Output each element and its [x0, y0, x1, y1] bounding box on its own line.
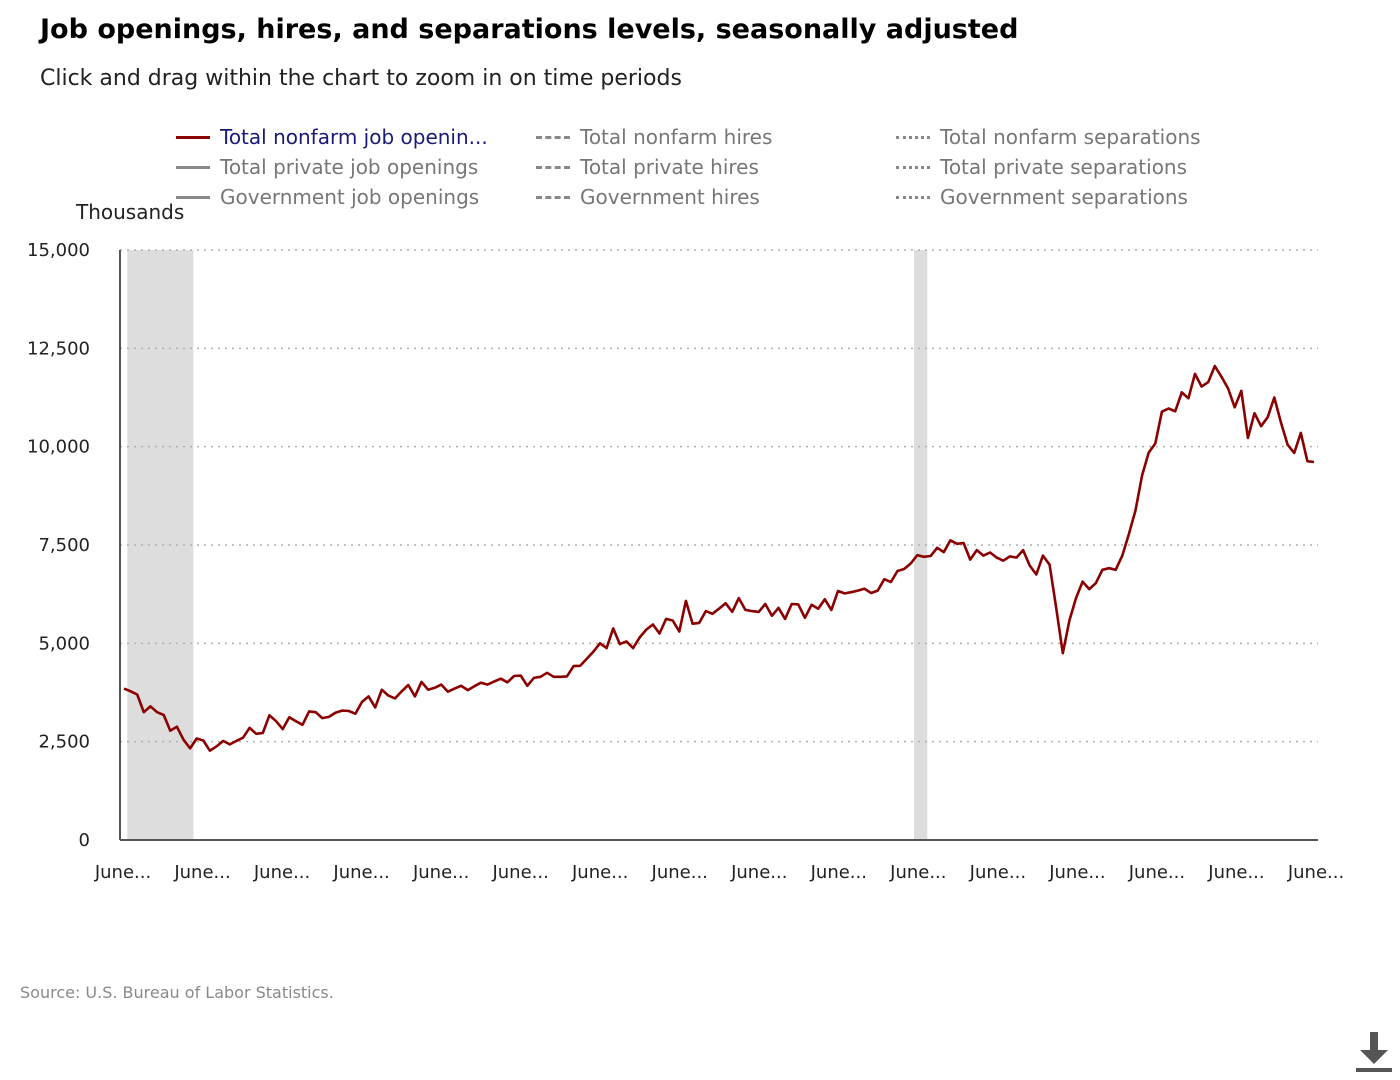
legend-swatch-dotted-line: [896, 195, 930, 199]
legend-swatch-dashed-line: [536, 195, 570, 199]
x-tick-label: June...: [969, 862, 1026, 883]
legend-item-total-private-hires[interactable]: Total private hires: [536, 152, 759, 182]
chart-title: Job openings, hires, and separations lev…: [40, 14, 1019, 45]
legend-label: Total nonfarm job openin...: [220, 125, 488, 149]
x-tick-label: June...: [173, 862, 230, 883]
legend-label: Total private job openings: [220, 155, 479, 179]
x-tick-label: June...: [889, 862, 946, 883]
legend-item-total-nonfarm-job-openings[interactable]: Total nonfarm job openin...: [176, 122, 488, 152]
legend-swatch-solid-line: [176, 135, 210, 139]
legend-item-total-nonfarm-hires[interactable]: Total nonfarm hires: [536, 122, 772, 152]
y-tick-label: 0: [79, 830, 90, 851]
legend-swatch-dashed-line: [536, 135, 570, 139]
legend-item-government-job-openings[interactable]: Government job openings: [176, 182, 479, 212]
chart-subtitle: Click and drag within the chart to zoom …: [40, 66, 682, 91]
x-tick-label: June...: [94, 862, 151, 883]
legend-label: Total private separations: [940, 155, 1188, 179]
legend-label: Total nonfarm hires: [580, 125, 773, 149]
legend-label: Total nonfarm separations: [940, 125, 1201, 149]
chart-legend: Total nonfarm job openin... Total privat…: [176, 122, 1376, 218]
y-tick-label: 12,500: [27, 338, 90, 359]
download-icon[interactable]: [1354, 1030, 1394, 1074]
legend-swatch-dotted-line: [896, 135, 930, 139]
x-tick-label: June...: [730, 862, 787, 883]
legend-label: Government separations: [940, 185, 1188, 209]
legend-item-government-hires[interactable]: Government hires: [536, 182, 760, 212]
x-tick-label: June...: [253, 862, 310, 883]
x-tick-label: June...: [412, 862, 469, 883]
x-tick-label: June...: [651, 862, 708, 883]
legend-label: Government job openings: [220, 185, 480, 209]
x-tick-label: June...: [810, 862, 867, 883]
y-tick-label: 10,000: [27, 437, 90, 458]
legend-swatch-dotted-line: [896, 165, 930, 169]
x-tick-label: June...: [1207, 862, 1264, 883]
x-tick-label: June...: [332, 862, 389, 883]
x-tick-label: June...: [1128, 862, 1185, 883]
y-tick-label: 2,500: [38, 732, 90, 753]
line-chart[interactable]: 0 2,500 5,000 7,500 10,000 12,500 15,000 June..…: [0, 0, 1400, 960]
y-tick-label: 5,000: [38, 633, 90, 654]
legend-swatch-dashed-line: [536, 165, 570, 169]
legend-label: Total private hires: [580, 155, 759, 179]
legend-item-total-private-job-openings[interactable]: Total private job openings: [176, 152, 478, 182]
recession-band: [914, 250, 928, 840]
source-note: Source: U.S. Bureau of Labor Statistics.: [20, 983, 334, 1002]
recession-band: [127, 250, 194, 840]
x-tick-label: June...: [491, 862, 548, 883]
legend-item-total-nonfarm-separations[interactable]: Total nonfarm separations: [896, 122, 1201, 152]
legend-label: Government hires: [580, 185, 760, 209]
x-tick-label: June...: [1287, 862, 1344, 883]
legend-swatch-solid-line: [176, 195, 210, 199]
y-tick-label: 7,500: [38, 535, 90, 556]
series-line-total-nonfarm-job-openings: [123, 364, 1315, 752]
download-icon-graphic: [1356, 1032, 1392, 1072]
legend-item-government-separations[interactable]: Government separations: [896, 182, 1188, 212]
legend-swatch-solid-line: [176, 165, 210, 169]
x-tick-label: June...: [1048, 862, 1105, 883]
y-axis-label: Thousands: [76, 200, 185, 224]
x-tick-label: June...: [571, 862, 628, 883]
legend-item-total-private-separations[interactable]: Total private separations: [896, 152, 1187, 182]
y-tick-label: 15,000: [27, 240, 90, 261]
